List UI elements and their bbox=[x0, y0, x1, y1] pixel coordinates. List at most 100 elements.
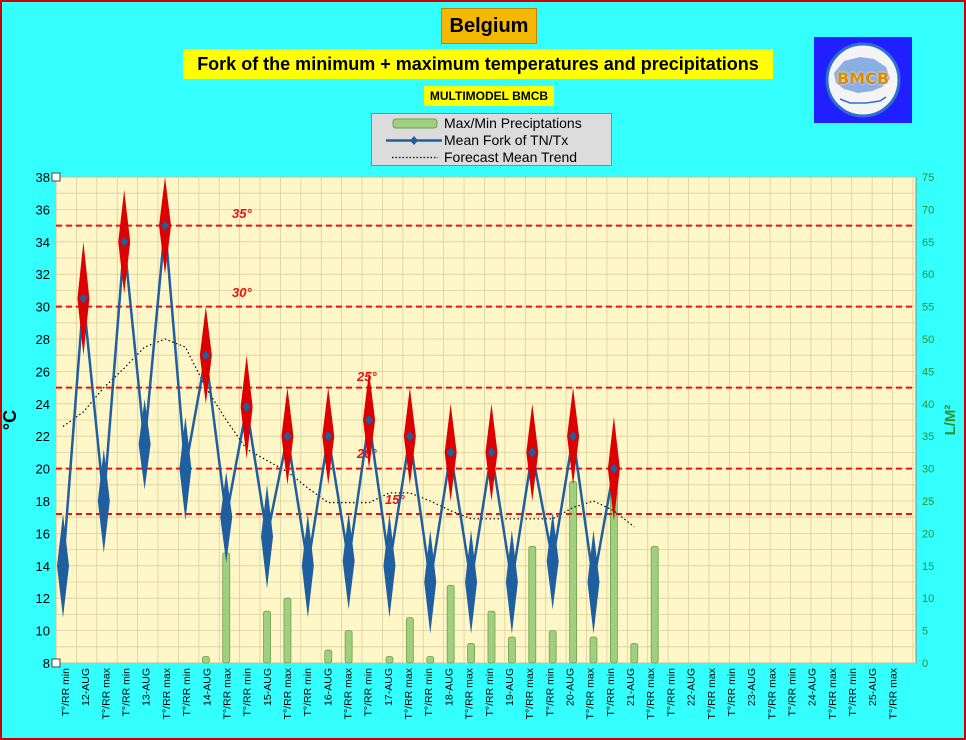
x-tick-label: 23-AUG bbox=[746, 668, 758, 706]
x-tick-label: T°/RR max bbox=[766, 667, 778, 719]
x-tick-label: T°/RR min bbox=[302, 668, 314, 717]
fork-point bbox=[528, 447, 537, 458]
x-tick-label: T°/RR min bbox=[363, 668, 375, 717]
legend-item-fork: Mean Fork of TN/Tx bbox=[372, 132, 613, 149]
y2-tick-label: 30 bbox=[922, 464, 934, 476]
fork-point bbox=[589, 577, 598, 587]
fork-point bbox=[324, 431, 333, 442]
x-tick-label: T°/RR min bbox=[242, 668, 254, 717]
y2-tick-label: 40 bbox=[922, 399, 934, 411]
y-axis-right: 0 5 10 15 20 25 30 35 40 45 50 55 60 65 70 75 L/M² bbox=[922, 172, 959, 670]
precip-bar bbox=[507, 636, 516, 664]
precip-bar bbox=[385, 656, 394, 664]
fork-point bbox=[120, 236, 129, 247]
y2-tick-label: 60 bbox=[922, 269, 934, 281]
x-tick-label: T°/RR max bbox=[827, 667, 839, 719]
x-tick-label: T°/RR max bbox=[100, 667, 112, 719]
y-axis-left: 8 10 12 14 16 18 20 22 24 26 28 30 32 34 36 38 °C bbox=[0, 170, 61, 671]
precip-bars bbox=[201, 481, 659, 664]
fork-point bbox=[79, 293, 88, 304]
x-tick-label: 18-AUG bbox=[443, 668, 455, 706]
fork-point bbox=[99, 496, 108, 506]
bmcb-logo-graphic bbox=[825, 42, 901, 118]
legend-label-trend: Forecast Mean Trend bbox=[444, 149, 578, 165]
x-tick-label: 24-AUG bbox=[807, 668, 819, 706]
x-tick-label: T°/RR max bbox=[464, 667, 476, 719]
fork-point bbox=[263, 531, 272, 542]
y-tick-label: 32 bbox=[36, 267, 50, 282]
precip-bar bbox=[324, 649, 333, 664]
y-tick-label: 16 bbox=[36, 526, 50, 541]
threshold-label: 25° bbox=[356, 369, 377, 384]
precip-bar bbox=[426, 656, 435, 664]
y2-tick-label: 0 bbox=[922, 658, 928, 670]
y2-tick-label: 5 bbox=[922, 626, 928, 638]
x-tick-label: T°/RR max bbox=[343, 667, 355, 719]
legend-item-precip: Max/Min Preciptations bbox=[372, 115, 613, 132]
y-tick-label: 26 bbox=[36, 364, 50, 379]
precip-bar bbox=[630, 643, 639, 664]
y2-tick-label: 15 bbox=[922, 561, 934, 573]
x-tick-label: T°/RR max bbox=[282, 667, 294, 719]
precip-bar bbox=[446, 584, 455, 664]
x-tick-label: T°/RR min bbox=[665, 668, 677, 717]
x-tick-label: T°/RR max bbox=[645, 667, 657, 719]
axis-corner-marker bbox=[51, 172, 61, 182]
precip-bar bbox=[487, 610, 496, 664]
precip-bar bbox=[222, 552, 231, 664]
y-axis-title: °C bbox=[0, 410, 20, 430]
fork-point bbox=[181, 463, 190, 474]
fork-point bbox=[283, 431, 292, 442]
x-tick-label: T°/RR min bbox=[544, 668, 556, 717]
x-tick-label: 12-AUG bbox=[80, 668, 92, 706]
x-tick-label: 20-AUG bbox=[565, 668, 577, 706]
precip-bar bbox=[569, 481, 577, 664]
chart-subtitle: Fork of the minimum + maximum temperatur… bbox=[183, 49, 773, 79]
y2-tick-label: 75 bbox=[922, 172, 934, 184]
x-tick-label: 13-AUG bbox=[141, 668, 153, 706]
fork-point bbox=[467, 577, 476, 587]
y-tick-label: 30 bbox=[36, 300, 50, 315]
x-tick-label: T°/RR min bbox=[605, 668, 617, 717]
logo-text: BMCB bbox=[836, 69, 890, 88]
y-tick-label: 12 bbox=[36, 591, 50, 606]
x-tick-label: 25-AUG bbox=[867, 668, 879, 706]
x-tick-label: T°/RR max bbox=[585, 667, 597, 719]
y-tick-label: 28 bbox=[36, 332, 50, 347]
fork-point bbox=[507, 577, 516, 587]
y-tick-label: 24 bbox=[36, 397, 50, 412]
y-tick-label: 38 bbox=[36, 170, 50, 185]
precip-bar bbox=[650, 545, 659, 664]
y-tick-label: 18 bbox=[36, 494, 50, 509]
precip-bar bbox=[548, 630, 557, 664]
fork-point bbox=[385, 560, 394, 571]
fork-markers bbox=[57, 177, 620, 634]
threshold-label: 35° bbox=[232, 206, 252, 221]
x-tick-label: T°/RR max bbox=[403, 667, 415, 719]
precip-bar bbox=[467, 643, 475, 664]
precip-bar bbox=[201, 656, 210, 664]
x-tick-label: 17-AUG bbox=[383, 668, 395, 706]
x-tick-label: T°/RR min bbox=[726, 668, 738, 717]
model-label: MULTIMODEL BMCB bbox=[424, 86, 554, 106]
axis-corner-marker bbox=[51, 658, 61, 668]
fork-point bbox=[426, 577, 435, 587]
fork-point bbox=[365, 415, 374, 425]
y2-axis-title: L/M² bbox=[942, 405, 959, 436]
precip-bar bbox=[263, 610, 271, 664]
fork-point bbox=[344, 555, 353, 566]
y2-tick-label: 10 bbox=[922, 593, 934, 605]
x-tick-label: T°/RR min bbox=[181, 668, 193, 717]
x-tick-label: T°/RR min bbox=[786, 668, 798, 717]
y2-tick-label: 65 bbox=[922, 237, 934, 249]
y2-tick-label: 50 bbox=[922, 334, 934, 346]
x-tick-label: 19-AUG bbox=[504, 668, 516, 706]
fork-point bbox=[487, 447, 496, 458]
y2-tick-label: 35 bbox=[922, 431, 934, 443]
legend-swatch-dotted bbox=[392, 156, 438, 159]
fork-point bbox=[59, 560, 67, 571]
x-tick-label: 15-AUG bbox=[262, 668, 274, 706]
precip-bar bbox=[528, 545, 537, 664]
trend-line bbox=[62, 338, 635, 528]
